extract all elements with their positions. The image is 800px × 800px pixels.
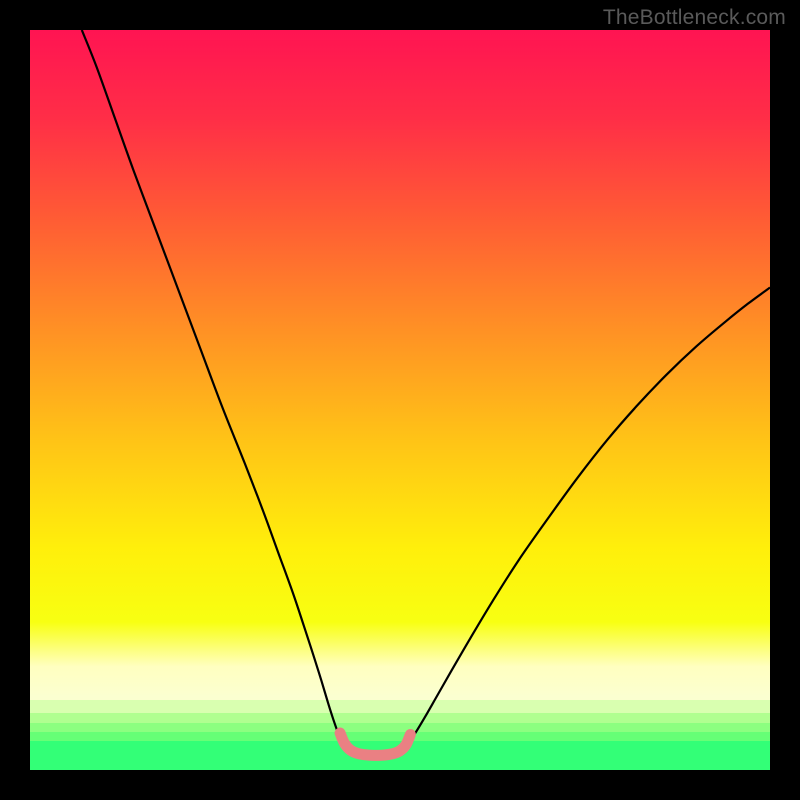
left-curve [82,30,345,746]
bottom-u-highlight [340,733,410,755]
chart-frame: TheBottleneck.com [0,0,800,800]
watermark-text: TheBottleneck.com [603,6,786,30]
right-curve [404,288,770,747]
curves-layer [30,30,770,770]
plot-area [30,30,770,770]
